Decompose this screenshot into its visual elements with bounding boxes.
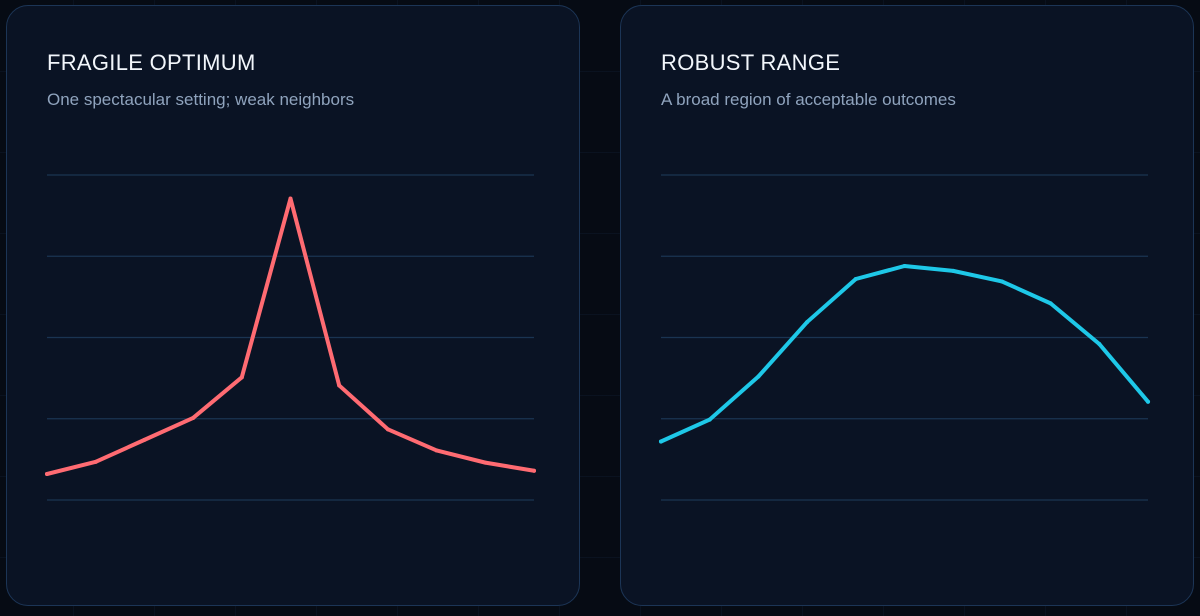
data-point [707,417,712,422]
series-line [45,196,536,476]
data-point [1146,399,1150,404]
data-point [1048,301,1053,306]
data-point [1097,342,1102,346]
robust-range-chart [659,174,1150,501]
panel-title: ROBUST RANGE [661,50,841,75]
panel-title: FRAGILE OPTIMUM [47,50,256,75]
panel-subtitle: One spectacular setting; weak neighbors [47,90,355,109]
panel-subtitle: A broad region of acceptable outcomes [661,90,956,109]
data-point [434,448,439,453]
fragile-optimum-chart [45,174,536,501]
data-point [93,459,98,464]
data-point [142,437,147,442]
data-point [659,439,663,444]
data-point [337,383,342,388]
data-point [239,375,244,380]
fragile-optimum-panel: FRAGILE OPTIMUM One spectacular setting;… [6,5,580,606]
data-point [951,268,956,273]
data-point [385,427,390,432]
data-point [532,468,536,473]
series-line [659,264,1150,444]
data-point [483,460,488,465]
data-point [805,320,810,325]
data-point [999,279,1004,284]
data-point [756,374,761,379]
data-point [45,472,49,476]
data-point [853,277,858,281]
data-point [288,196,293,201]
data-point [191,415,196,420]
data-point [902,264,907,268]
robust-range-panel: ROBUST RANGE A broad region of acceptabl… [620,5,1194,606]
